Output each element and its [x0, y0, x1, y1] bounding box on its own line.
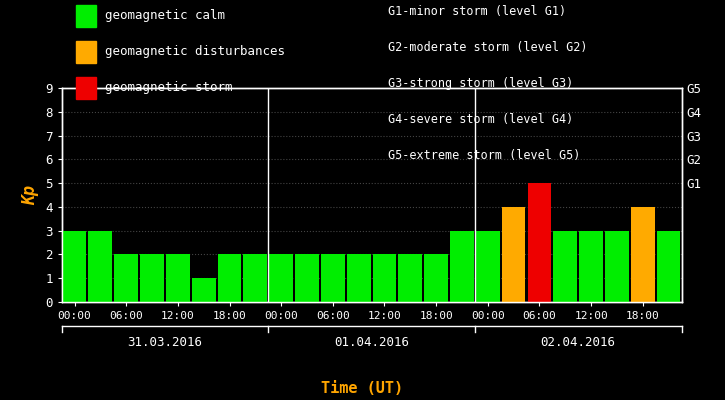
- Bar: [244, 254, 268, 302]
- Bar: [347, 254, 370, 302]
- Bar: [269, 254, 293, 302]
- Bar: [218, 254, 241, 302]
- Bar: [631, 207, 655, 302]
- Bar: [657, 231, 681, 302]
- Bar: [373, 254, 397, 302]
- Bar: [192, 278, 215, 302]
- Bar: [528, 183, 551, 302]
- Text: 02.04.2016: 02.04.2016: [541, 336, 616, 349]
- Bar: [502, 207, 526, 302]
- Text: Time (UT): Time (UT): [321, 381, 404, 396]
- Bar: [295, 254, 319, 302]
- Bar: [166, 254, 190, 302]
- Bar: [140, 254, 164, 302]
- Bar: [399, 254, 422, 302]
- Y-axis label: Kp: Kp: [22, 185, 40, 205]
- Text: G5-extreme storm (level G5): G5-extreme storm (level G5): [388, 150, 580, 162]
- Text: G2-moderate storm (level G2): G2-moderate storm (level G2): [388, 42, 587, 54]
- Text: 31.03.2016: 31.03.2016: [128, 336, 202, 349]
- Bar: [62, 231, 86, 302]
- Text: geomagnetic disturbances: geomagnetic disturbances: [105, 46, 285, 58]
- Bar: [450, 231, 474, 302]
- Bar: [579, 231, 603, 302]
- Bar: [424, 254, 448, 302]
- Bar: [476, 231, 500, 302]
- Text: geomagnetic storm: geomagnetic storm: [105, 82, 233, 94]
- Text: G1-minor storm (level G1): G1-minor storm (level G1): [388, 6, 566, 18]
- Bar: [88, 231, 112, 302]
- Bar: [115, 254, 138, 302]
- Bar: [553, 231, 577, 302]
- Text: G3-strong storm (level G3): G3-strong storm (level G3): [388, 78, 573, 90]
- Bar: [605, 231, 629, 302]
- Text: G4-severe storm (level G4): G4-severe storm (level G4): [388, 114, 573, 126]
- Bar: [321, 254, 344, 302]
- Text: 01.04.2016: 01.04.2016: [334, 336, 409, 349]
- Text: geomagnetic calm: geomagnetic calm: [105, 10, 225, 22]
